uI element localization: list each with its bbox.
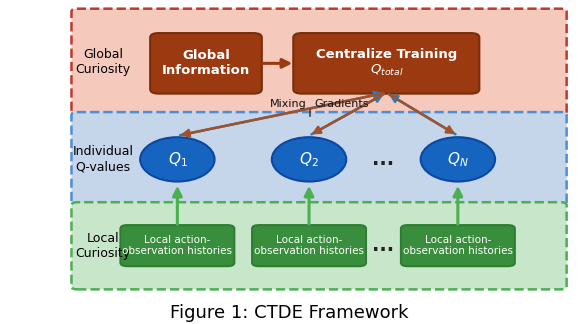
Text: ...: ... <box>372 236 395 255</box>
FancyBboxPatch shape <box>293 33 479 94</box>
FancyBboxPatch shape <box>150 33 262 94</box>
FancyBboxPatch shape <box>401 225 515 266</box>
Text: Local
Curiosity: Local Curiosity <box>75 232 131 260</box>
FancyBboxPatch shape <box>252 225 366 266</box>
FancyBboxPatch shape <box>72 112 566 205</box>
Ellipse shape <box>272 137 346 181</box>
Text: $Q_N$: $Q_N$ <box>447 150 469 169</box>
Text: Gradients: Gradients <box>315 99 369 109</box>
FancyBboxPatch shape <box>72 202 566 289</box>
Text: Individual
Q-values: Individual Q-values <box>72 145 134 173</box>
Ellipse shape <box>421 137 495 181</box>
Text: Global
Curiosity: Global Curiosity <box>75 48 131 76</box>
Ellipse shape <box>140 137 214 181</box>
FancyBboxPatch shape <box>120 225 234 266</box>
Text: Local action-
observation histories: Local action- observation histories <box>254 235 364 256</box>
Text: Centralize Training
$Q_{total}$: Centralize Training $Q_{total}$ <box>316 48 457 78</box>
Text: Local action-
observation histories: Local action- observation histories <box>403 235 513 256</box>
Text: Mixing: Mixing <box>269 99 306 109</box>
Text: ...: ... <box>372 150 395 169</box>
Text: Figure 1: CTDE Framework: Figure 1: CTDE Framework <box>170 304 408 322</box>
Text: Global
Information: Global Information <box>162 49 250 77</box>
Text: $Q_1$: $Q_1$ <box>168 150 187 169</box>
Text: Local action-
observation histories: Local action- observation histories <box>123 235 232 256</box>
Text: $Q_2$: $Q_2$ <box>299 150 319 169</box>
FancyBboxPatch shape <box>72 9 566 115</box>
